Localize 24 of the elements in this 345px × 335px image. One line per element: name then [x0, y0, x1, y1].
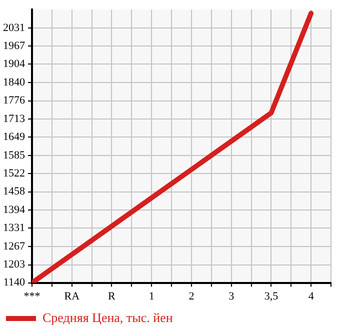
y-tick-label: 1140: [3, 276, 26, 289]
y-tick-label: 1840: [3, 76, 26, 88]
y-tick-label: 1967: [3, 40, 26, 52]
x-tick-label: 3: [228, 290, 235, 302]
y-tick-label: 1776: [3, 94, 26, 107]
y-tick-label: 1585: [3, 149, 26, 162]
y-tick-label: 1904: [3, 58, 26, 70]
y-tick-label: 1394: [3, 204, 26, 216]
x-tick-label: R: [108, 290, 116, 302]
x-tick-label: RA: [64, 290, 80, 302]
y-tick-label: 1267: [3, 240, 26, 252]
x-tick-label: 2: [188, 290, 194, 302]
x-tick-label: ***: [24, 290, 40, 302]
y-tick-label: 1331: [3, 222, 25, 234]
y-tick-label: 1458: [3, 186, 26, 198]
y-tick-label: 2031: [3, 22, 25, 34]
y-tick-label: 1713: [3, 112, 26, 125]
y-tick-label: 1203: [3, 258, 26, 271]
y-tick-label: 1649: [3, 131, 26, 144]
legend-label: Средняя Цена, тыс. йен: [42, 310, 173, 325]
y-tick-label: 1522: [3, 167, 25, 180]
x-tick-label: 4: [308, 290, 314, 302]
x-tick-label: 1: [148, 290, 154, 302]
x-tick-label: 3,5: [264, 290, 279, 302]
